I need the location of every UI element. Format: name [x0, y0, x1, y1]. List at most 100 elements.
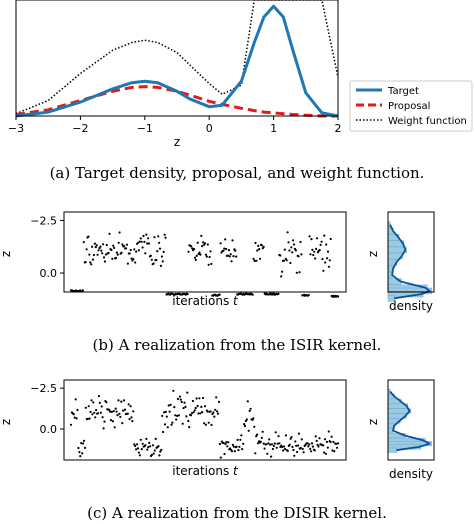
- data-point: [308, 235, 311, 238]
- data-point: [122, 399, 126, 402]
- data-point: [116, 414, 119, 417]
- data-point: [115, 251, 118, 254]
- series-line-proposal: [15, 85, 338, 118]
- data-point: [120, 400, 123, 403]
- data-point: [162, 250, 165, 253]
- data-point: [232, 255, 235, 258]
- data-point: [146, 242, 149, 245]
- data-point: [137, 249, 140, 252]
- data-point: [276, 442, 279, 445]
- data-point: [205, 255, 208, 258]
- data-point: [190, 245, 193, 248]
- panel-a-x-ticks: −3 −2 −1 0 1 2: [8, 116, 342, 135]
- panel-a-caption: (a) Target density, proposal, and weight…: [50, 164, 425, 182]
- data-point: [272, 444, 275, 448]
- data-point: [232, 445, 235, 448]
- density-hist-bar: [387, 447, 398, 453]
- data-point: [156, 250, 159, 253]
- panel-a-xlabel: z: [174, 135, 180, 149]
- data-point: [204, 253, 207, 256]
- data-point: [227, 441, 230, 444]
- data-point: [118, 412, 121, 415]
- data-point: [109, 410, 112, 413]
- data-point: [238, 445, 241, 448]
- data-point: [301, 447, 304, 451]
- data-point: [247, 429, 250, 432]
- data-point: [241, 448, 244, 451]
- data-point: [200, 234, 203, 237]
- data-point: [326, 257, 329, 260]
- data-point: [199, 253, 202, 256]
- data-point: [270, 455, 273, 458]
- data-point: [84, 261, 87, 264]
- data-point: [277, 292, 280, 295]
- legend-label-proposal: Proposal: [388, 101, 430, 112]
- data-point: [224, 442, 227, 446]
- panel-c: −2.5 0.0 z iterations t z density (c) A r…: [0, 379, 435, 522]
- data-point: [209, 410, 212, 413]
- data-point: [99, 411, 102, 414]
- data-point: [94, 246, 97, 249]
- data-point: [130, 416, 133, 419]
- panel-b-scatter-points: [69, 231, 340, 298]
- data-point: [327, 430, 330, 433]
- data-point: [159, 264, 162, 267]
- data-point: [97, 249, 100, 252]
- data-point: [270, 443, 274, 446]
- data-point: [273, 442, 276, 445]
- data-point: [243, 423, 246, 426]
- data-point: [192, 247, 196, 251]
- data-point: [206, 243, 209, 246]
- data-point: [96, 412, 100, 415]
- data-point: [311, 248, 314, 251]
- data-point: [129, 405, 132, 408]
- data-point: [310, 442, 314, 445]
- data-point: [257, 244, 260, 247]
- data-point: [125, 243, 129, 246]
- data-point: [284, 434, 288, 437]
- data-point: [326, 446, 329, 449]
- data-point: [300, 438, 303, 441]
- data-point: [101, 252, 104, 255]
- legend-frame: [349, 80, 473, 132]
- data-point: [297, 444, 300, 447]
- data-point: [296, 450, 299, 454]
- data-point: [210, 262, 213, 265]
- data-point: [185, 415, 188, 418]
- data-point: [125, 247, 128, 250]
- data-point: [153, 236, 156, 239]
- data-point: [322, 269, 325, 272]
- data-point: [225, 247, 228, 251]
- data-point: [326, 250, 330, 253]
- data-point: [306, 442, 309, 445]
- data-point: [297, 255, 300, 258]
- data-point: [176, 397, 180, 401]
- data-point: [230, 450, 234, 453]
- data-point: [240, 434, 243, 437]
- data-point: [136, 447, 140, 450]
- data-point: [282, 259, 285, 262]
- data-point: [150, 453, 154, 456]
- data-point: [162, 430, 165, 434]
- panel-a: −3 −2 −1 0 1 2 z Target Proposal Weight funct…: [8, 0, 473, 182]
- data-point: [195, 254, 198, 257]
- data-point: [248, 409, 251, 412]
- data-point: [135, 250, 138, 253]
- data-point: [100, 405, 103, 408]
- data-point: [129, 248, 132, 252]
- data-point: [117, 399, 120, 402]
- data-point: [233, 450, 236, 453]
- data-point: [208, 255, 211, 259]
- data-point: [313, 250, 316, 253]
- data-point: [184, 405, 187, 408]
- data-point: [266, 452, 269, 455]
- data-point: [323, 438, 327, 441]
- data-point: [196, 241, 199, 244]
- data-point: [118, 231, 121, 234]
- data-point: [198, 251, 201, 254]
- data-point: [115, 410, 118, 413]
- data-point: [92, 401, 95, 404]
- data-point: [87, 235, 90, 238]
- data-point: [235, 445, 238, 448]
- data-point: [76, 408, 79, 412]
